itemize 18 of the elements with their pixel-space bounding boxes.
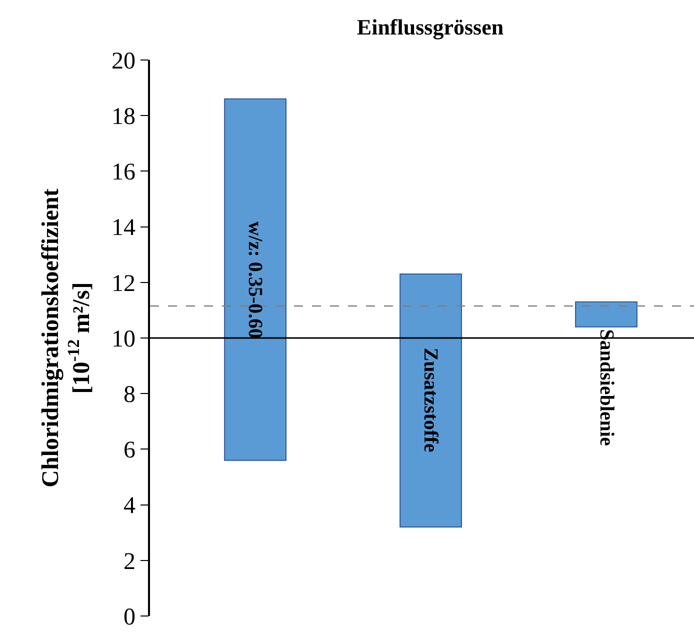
y-tick-label: 18 — [111, 104, 136, 130]
y-tick-label: 0 — [123, 604, 136, 630]
x-tick-label: Sandsieblenie — [596, 329, 618, 446]
y-tick-label: 16 — [111, 160, 136, 186]
bar — [575, 301, 638, 328]
y-tick-label: 4 — [123, 493, 136, 520]
bar — [400, 274, 462, 528]
y-tick-label: 20 — [111, 48, 136, 74]
y-tick-label: 10 — [111, 326, 136, 352]
y-tick-label: 8 — [123, 382, 136, 408]
y-tick-label: 14 — [111, 215, 136, 242]
bar — [224, 98, 286, 461]
x-tick-label: w/z: 0.35-0.60 — [244, 221, 266, 339]
y-tick-label: 6 — [123, 438, 136, 464]
x-tick-label: Zusatzstoffe — [419, 348, 442, 452]
y-tick-label: 12 — [111, 270, 136, 297]
chart-title: Einflussgrössen — [356, 14, 504, 40]
y-tick-label: 2 — [123, 548, 136, 575]
